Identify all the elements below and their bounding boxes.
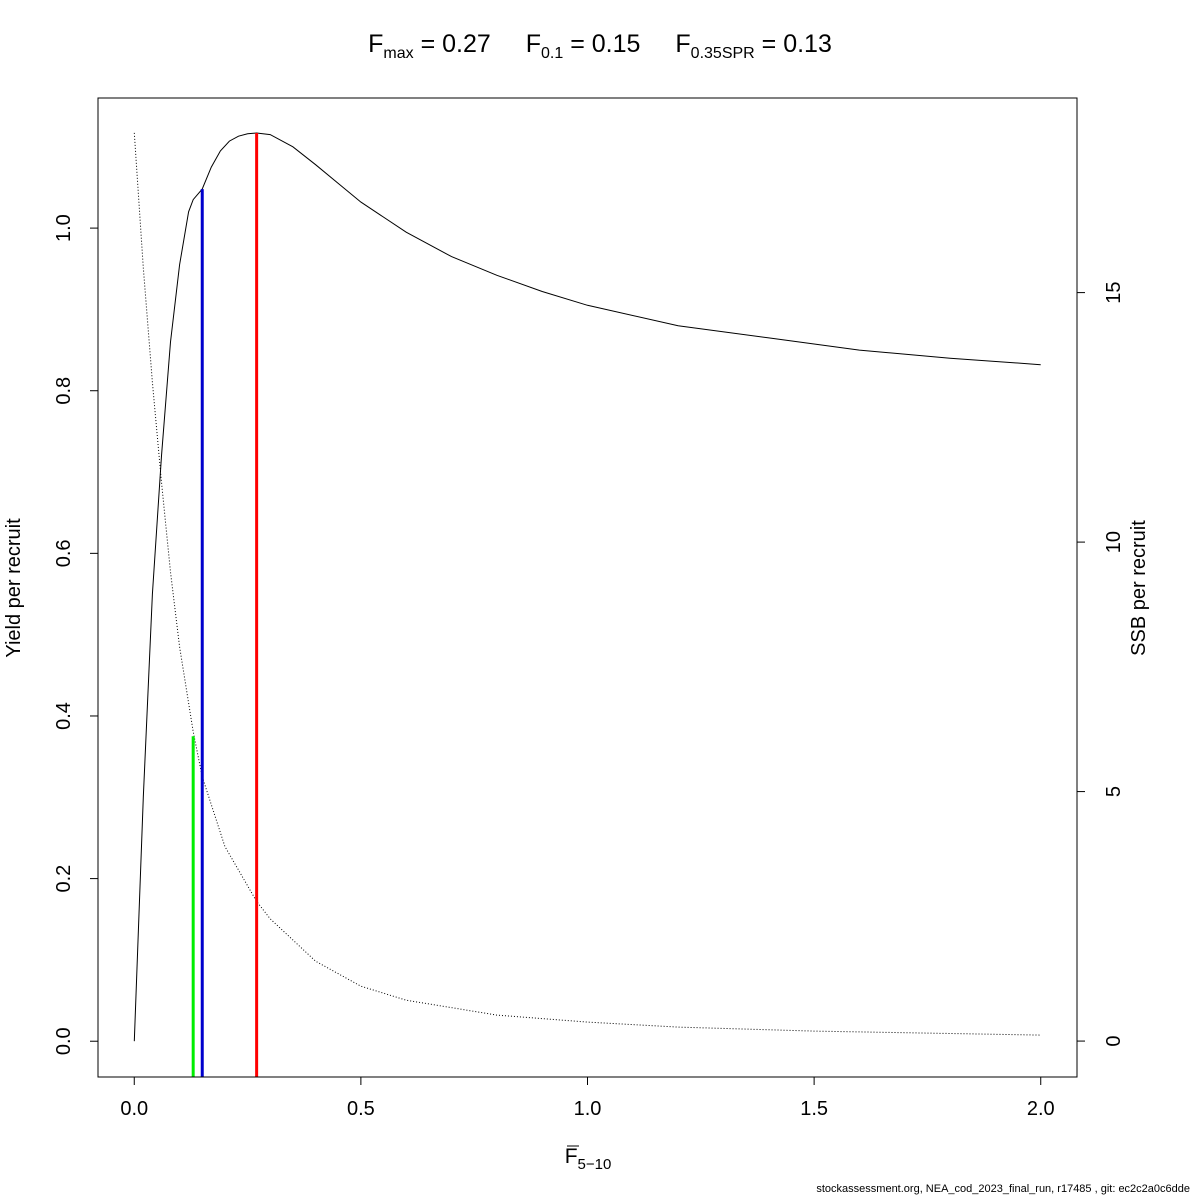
y-right-axis-title: SSB per recruit <box>1128 520 1150 656</box>
y-tick-label: 0.0 <box>53 1027 75 1055</box>
y-tick-label: 0.6 <box>53 539 75 567</box>
fmax-label: Fmax = 0.27 <box>368 30 491 62</box>
y-tick-label: 0.8 <box>53 377 75 405</box>
x-axis-sub: 5−10 <box>578 1156 612 1173</box>
f01-value: = 0.15 <box>563 30 641 58</box>
plot-frame <box>97 97 1078 1078</box>
y-tick-label: 0.4 <box>53 702 75 730</box>
footer-credit: stockassessment.org, NEA_cod_2023_final_… <box>816 1183 1190 1195</box>
yield-per-recruit-line <box>133 132 1041 1042</box>
y-right-tick-label: 10 <box>1103 531 1125 553</box>
fspr-sub: 0.35SPR <box>690 45 755 62</box>
x-axis-symbol: F <box>565 1145 578 1168</box>
y-right-tick-label: 5 <box>1103 786 1125 797</box>
axes-layer: 0.0 0.5 1.0 1.5 2.0 0.0 0.2 0.4 0.6 0.8 1.0 0 5 10 15 <box>53 214 1125 1120</box>
reference-lines-layer <box>191 132 259 1077</box>
y-right-tick-label: 0 <box>1103 1036 1125 1047</box>
x-axis-title: F5−10 <box>565 1145 612 1173</box>
f01-symbol: F <box>525 30 542 58</box>
f01-sub: 0.1 <box>541 45 564 62</box>
ssb-per-recruit-line <box>133 132 1041 1036</box>
fspr-symbol: F <box>675 30 691 58</box>
fmax-sub: max <box>383 45 414 62</box>
x-tick-label: 1.0 <box>574 1098 602 1120</box>
y-axis-title: Yield per recruit <box>3 518 25 658</box>
fspr-value: = 0.13 <box>754 30 832 58</box>
y-right-tick-label: 15 <box>1103 281 1125 303</box>
x-tick-label: 2.0 <box>1027 1098 1055 1120</box>
series-layer <box>133 132 1041 1042</box>
x-tick-label: 0.0 <box>120 1098 148 1120</box>
f01-label: F0.1 = 0.15 <box>525 30 641 62</box>
x-tick-label: 0.5 <box>347 1098 375 1120</box>
chart-title: Fmax = 0.27 F0.1 = 0.15 F0.35SPR = 0.13 <box>0 30 1200 63</box>
y-tick-label: 1.0 <box>53 214 75 242</box>
fmax-symbol: F <box>368 30 384 58</box>
fmax-value: = 0.27 <box>413 30 491 58</box>
y-tick-label: 0.2 <box>53 865 75 893</box>
x-tick-label: 1.5 <box>800 1098 828 1120</box>
fspr-label: F0.35SPR = 0.13 <box>675 30 832 62</box>
